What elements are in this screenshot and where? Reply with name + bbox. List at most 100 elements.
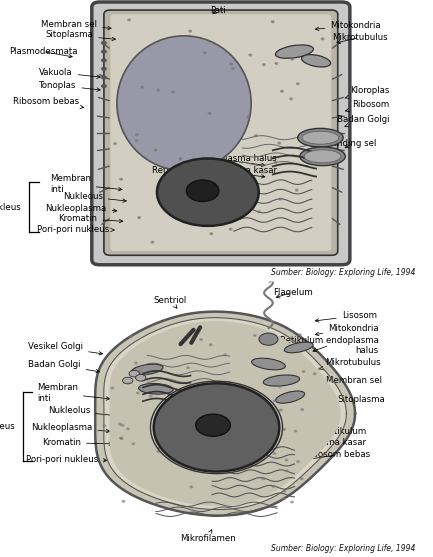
Circle shape: [285, 459, 288, 461]
Text: Ribosom bebas: Ribosom bebas: [304, 451, 370, 461]
Circle shape: [224, 354, 226, 355]
Text: Nukleoplasma: Nukleoplasma: [31, 423, 110, 433]
Circle shape: [120, 438, 123, 439]
Circle shape: [274, 400, 276, 402]
Circle shape: [154, 149, 157, 151]
Circle shape: [127, 428, 129, 430]
Text: Ribosom bebas: Ribosom bebas: [13, 97, 84, 109]
Circle shape: [205, 191, 207, 193]
Ellipse shape: [284, 342, 313, 353]
Circle shape: [281, 90, 283, 92]
Text: Sitoplasma: Sitoplasma: [45, 31, 116, 41]
Circle shape: [232, 67, 234, 69]
Circle shape: [295, 189, 298, 191]
Text: Mikrotubulus: Mikrotubulus: [332, 33, 388, 43]
Text: Badan Golgi: Badan Golgi: [337, 115, 390, 127]
Circle shape: [230, 63, 233, 65]
Circle shape: [299, 334, 301, 336]
Circle shape: [187, 367, 189, 369]
Text: Kromatin: Kromatin: [42, 438, 113, 447]
Text: Retikulum endoplasma halus: Retikulum endoplasma halus: [152, 154, 277, 167]
Circle shape: [283, 491, 286, 492]
Ellipse shape: [154, 383, 279, 472]
Text: Mitokondria: Mitokondria: [315, 324, 379, 336]
Circle shape: [179, 444, 181, 446]
Text: Membran sel: Membran sel: [41, 20, 111, 30]
Circle shape: [200, 339, 202, 340]
Circle shape: [120, 178, 123, 180]
Text: Lisosom: Lisosom: [315, 311, 377, 322]
Text: Membran sel: Membran sel: [322, 376, 382, 388]
Circle shape: [103, 425, 106, 427]
Circle shape: [249, 54, 252, 56]
Circle shape: [141, 86, 144, 88]
Text: Sumber: Biology: Exploring Life, 1994: Sumber: Biology: Exploring Life, 1994: [271, 544, 416, 553]
Text: Retikulum
endoplasma kasar: Retikulum endoplasma kasar: [287, 427, 366, 447]
Circle shape: [130, 336, 132, 338]
Ellipse shape: [157, 159, 259, 226]
Circle shape: [280, 409, 282, 411]
Text: Mikrofilamen: Mikrofilamen: [180, 530, 236, 543]
Circle shape: [210, 233, 213, 234]
Circle shape: [273, 453, 276, 455]
Circle shape: [119, 423, 121, 425]
Circle shape: [213, 461, 216, 463]
Text: Pori-pori nukleus: Pori-pori nukleus: [37, 225, 115, 234]
Text: Nukleolus: Nukleolus: [48, 407, 114, 417]
Ellipse shape: [301, 55, 331, 67]
Circle shape: [282, 498, 285, 500]
Ellipse shape: [300, 147, 346, 165]
Circle shape: [190, 486, 193, 488]
Circle shape: [122, 501, 125, 502]
Circle shape: [166, 453, 169, 455]
Circle shape: [210, 344, 212, 346]
Polygon shape: [110, 322, 340, 505]
Circle shape: [149, 395, 152, 397]
Circle shape: [129, 370, 139, 377]
Circle shape: [313, 373, 316, 375]
Circle shape: [123, 377, 133, 384]
Circle shape: [297, 83, 299, 85]
Circle shape: [292, 341, 295, 343]
Text: Nukleous: Nukleous: [63, 192, 126, 202]
Circle shape: [275, 162, 277, 163]
Circle shape: [114, 143, 116, 144]
Text: Tonoplas: Tonoplas: [39, 81, 100, 91]
Circle shape: [136, 374, 146, 381]
Text: Nukleus: Nukleus: [0, 203, 21, 212]
Circle shape: [102, 59, 106, 62]
Ellipse shape: [263, 375, 300, 386]
Text: Nukleus: Nukleus: [0, 422, 15, 431]
FancyBboxPatch shape: [110, 14, 331, 251]
Circle shape: [102, 42, 106, 45]
Circle shape: [102, 50, 106, 53]
Circle shape: [144, 373, 147, 375]
Circle shape: [136, 134, 138, 135]
Text: Retikulum endoplasma
halus: Retikulum endoplasma halus: [280, 335, 379, 355]
Circle shape: [179, 158, 181, 160]
Circle shape: [247, 116, 250, 118]
Circle shape: [102, 85, 106, 87]
Circle shape: [263, 64, 265, 66]
Circle shape: [297, 461, 299, 462]
Circle shape: [189, 30, 191, 32]
Ellipse shape: [196, 414, 230, 436]
Text: Sentriol: Sentriol: [154, 296, 187, 308]
Circle shape: [121, 424, 124, 426]
Circle shape: [139, 372, 142, 373]
Ellipse shape: [117, 36, 251, 170]
Text: Mitokondria: Mitokondria: [315, 21, 381, 31]
Text: Retikulum endoplasma kasar: Retikulum endoplasma kasar: [152, 166, 277, 178]
Circle shape: [259, 333, 278, 345]
Circle shape: [158, 447, 160, 449]
Circle shape: [111, 387, 113, 389]
Circle shape: [208, 427, 210, 428]
Text: Nukleoplasma: Nukleoplasma: [45, 204, 117, 213]
Circle shape: [285, 470, 288, 472]
Text: Kromatin: Kromatin: [58, 214, 123, 223]
Circle shape: [204, 52, 206, 53]
Circle shape: [157, 89, 160, 91]
Ellipse shape: [275, 45, 313, 58]
Circle shape: [120, 437, 122, 439]
FancyBboxPatch shape: [104, 10, 338, 255]
